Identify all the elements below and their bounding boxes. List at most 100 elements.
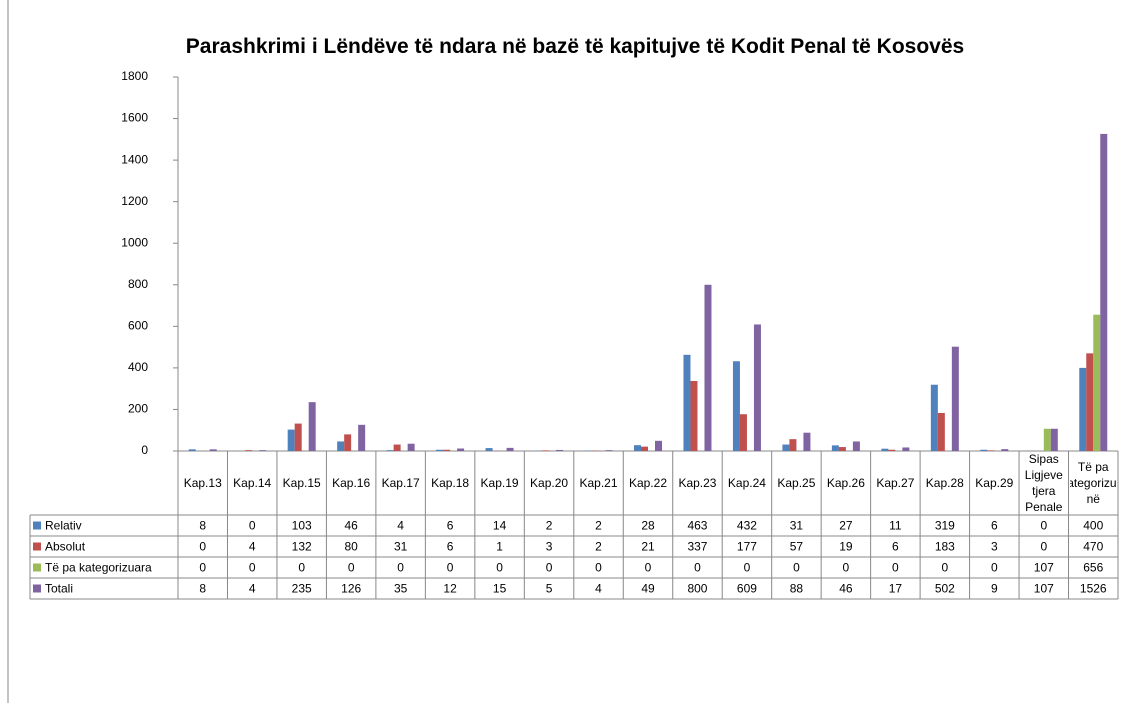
category-cell: Kap.15 [282,476,321,490]
data-cell: 57 [790,540,804,554]
bar [704,284,712,451]
data-cell: 319 [935,519,955,533]
data-cell: 177 [737,540,757,554]
data-cell: 0 [496,561,503,575]
bar [1050,428,1058,451]
category-cell: Sipas Ligjeve tjera Penale [1025,452,1063,514]
data-cell: 46 [344,519,358,533]
bar [344,434,352,451]
y-tick-label: 1400 [121,152,148,166]
data-cell: 9 [991,582,998,596]
bar [506,447,514,451]
y-tick-label: 1000 [121,235,148,249]
legend-label: Të pa kategorizuara [45,561,152,575]
bar [782,444,790,451]
bar [951,346,959,451]
data-cell: 4 [249,540,256,554]
data-cell: 107 [1034,582,1054,596]
legend-label: Absolut [45,540,86,554]
data-cell: 8 [199,519,206,533]
data-cell: 49 [641,582,655,596]
bar [605,450,613,451]
data-cell: 463 [687,519,707,533]
data-cell: 183 [935,540,955,554]
data-cell: 0 [397,561,404,575]
data-cell: 0 [546,561,553,575]
data-cell: 3 [991,540,998,554]
data-cell: 0 [941,561,948,575]
data-cell: 0 [348,561,355,575]
bar [690,380,698,451]
category-cell: Kap.21 [579,476,617,490]
x-tick-label: Kap.16 [332,476,371,490]
x-tick-label: Kap.22 [628,476,667,490]
data-cell: 8 [199,582,206,596]
data-cell: 2 [595,519,602,533]
y-tick-label: 600 [128,319,148,333]
category-cell: Kap.29 [975,476,1014,490]
bar [542,450,550,451]
y-tick-label: 800 [128,277,148,291]
category-cell: Kap.23 [678,476,717,490]
data-cell: 17 [889,582,903,596]
data-cell: 3 [546,540,553,554]
bar [556,449,564,451]
category-cell: Kap.25 [777,476,815,490]
bar [852,441,860,451]
category-cell: Të pa Kategorizuar në [1070,460,1117,506]
data-cell: 14 [493,519,507,533]
bar [308,402,316,451]
data-cell: 0 [793,561,800,575]
bar [436,449,444,451]
x-tick-label: Kap.17 [381,476,420,490]
category-cell: Kap.19 [481,476,519,490]
data-cell: 5 [546,582,553,596]
bar [739,414,747,451]
bar [457,448,465,451]
x-tick-label: Kap.15 [282,476,321,490]
data-cell: 432 [737,519,757,533]
x-tick-label: Kap.18 [431,476,470,490]
x-tick-label: Kap.20 [530,476,569,490]
data-cell: 656 [1083,561,1103,575]
data-cell: 502 [935,582,955,596]
legend-key [33,542,41,551]
y-tick-label: 1800 [121,69,148,83]
data-cell: 80 [344,540,358,554]
x-tick-label: Kap.29 [975,476,1014,490]
data-cell: 46 [839,582,853,596]
legend-label: Totali [45,582,73,596]
data-cell: 0 [1040,540,1047,554]
data-cell: 0 [744,561,751,575]
bar [831,445,839,451]
data-cell: 0 [249,519,256,533]
bar [245,450,253,451]
data-cell: 4 [249,582,256,596]
bar [987,450,995,451]
data-cell: 609 [737,582,757,596]
bar [634,445,641,451]
x-tick-label: Kap.23 [678,476,717,490]
bar [407,443,415,451]
x-tick-label: Kap.28 [925,476,964,490]
data-cell: 4 [397,519,404,533]
bar [1001,449,1009,451]
y-tick-label: 200 [128,402,148,416]
bar [1043,428,1051,451]
bar [287,429,295,451]
category-cell: Kap.16 [332,476,371,490]
data-cell: 235 [292,582,312,596]
bar [443,449,451,451]
bar [1086,353,1094,451]
category-cell: Kap.26 [827,476,865,490]
data-cell: 1 [496,540,503,554]
data-cell: 800 [687,582,707,596]
x-tick-label: Kap.13 [183,476,222,490]
data-cell: 0 [199,561,206,575]
data-cell: 88 [790,582,804,596]
x-tick-label: Kap.27 [876,476,915,490]
bar [641,446,648,451]
data-cell: 0 [843,561,850,575]
